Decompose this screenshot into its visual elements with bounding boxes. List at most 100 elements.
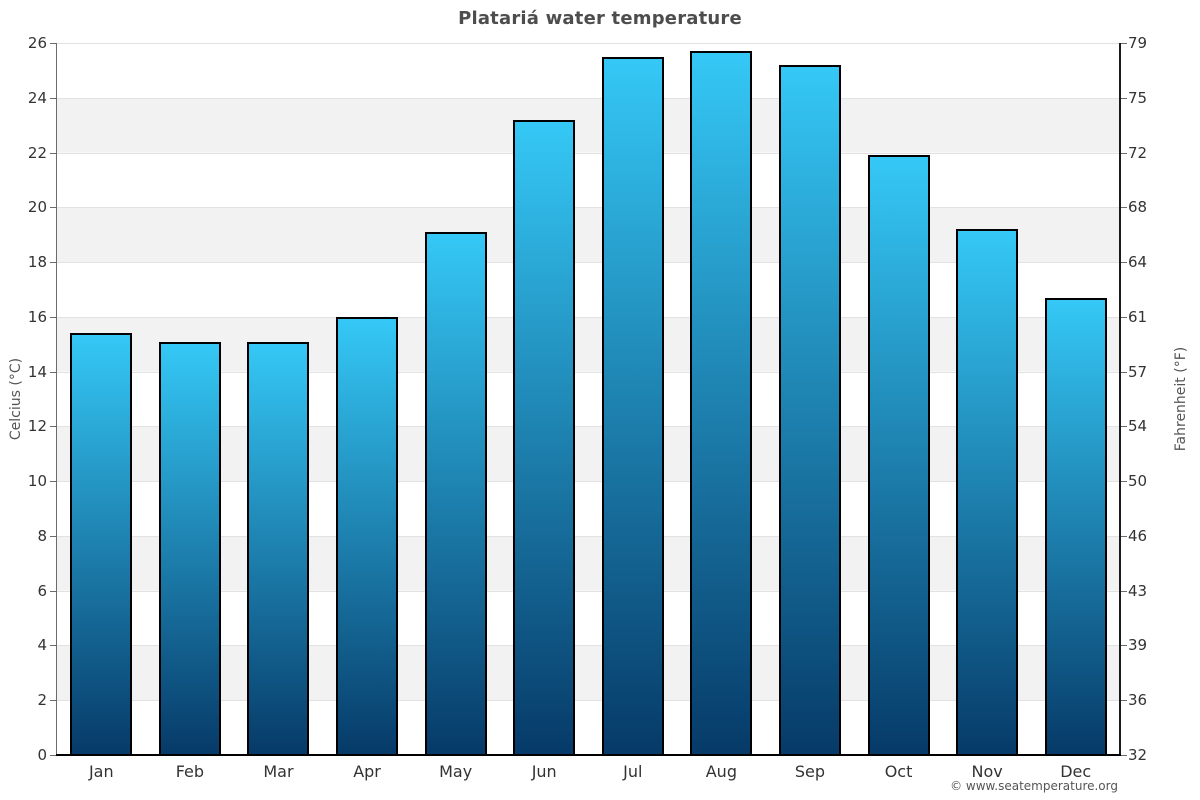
x-axis-line: [56, 754, 1121, 756]
y-tick-label-fahrenheit: 54: [1128, 417, 1148, 436]
gridline: [57, 371, 1120, 373]
bar-aug: [690, 51, 753, 755]
y-axis-tick-left: [50, 97, 56, 99]
y-axis-tick-left: [50, 535, 56, 537]
y-axis-tick-left: [50, 262, 56, 264]
y-tick-label-celsius: 2: [37, 691, 47, 710]
chart-title: Platariá water temperature: [458, 8, 742, 29]
bar-mar: [247, 341, 310, 755]
y-axis-tick-right: [1121, 97, 1127, 99]
y-axis-tick-left: [50, 371, 56, 373]
x-tick-label-oct: Oct: [884, 762, 913, 781]
y-tick-label-celsius: 0: [37, 746, 47, 764]
x-tick-label-dec: Dec: [1060, 762, 1092, 781]
y-axis-tick-right: [1121, 645, 1127, 647]
y-axis-tick-left: [50, 316, 56, 318]
y-tick-label-fahrenheit: 32: [1128, 746, 1148, 764]
gridline: [57, 426, 1120, 428]
y-tick-label-fahrenheit: 75: [1128, 88, 1148, 107]
y-axis-line-left: [56, 43, 57, 755]
y-tick-label-fahrenheit: 68: [1128, 198, 1148, 217]
y-axis-tick-right: [1121, 43, 1127, 44]
x-tick-label-apr: Apr: [353, 762, 381, 781]
y-tick-label-fahrenheit: 39: [1128, 636, 1148, 655]
y-axis-tick-right: [1121, 590, 1127, 592]
x-tick-label-jan: Jan: [88, 762, 114, 781]
gridline: [57, 207, 1120, 209]
y-axis-tick-left: [50, 207, 56, 209]
y-axis-tick-left: [50, 481, 56, 483]
bar-oct: [867, 155, 930, 755]
y-axis-tick-left: [50, 590, 56, 592]
y-tick-label-fahrenheit: 61: [1128, 307, 1148, 326]
gridline: [57, 43, 1120, 44]
y-axis-tick-right: [1121, 481, 1127, 483]
bar-feb: [158, 341, 221, 755]
y-tick-label-celsius: 22: [27, 143, 47, 162]
bar-dec: [1044, 297, 1107, 755]
gridline: [57, 535, 1120, 537]
x-tick-label-feb: Feb: [175, 762, 205, 781]
x-tick-label-sep: Sep: [794, 762, 826, 781]
y-axis-tick-right: [1121, 371, 1127, 373]
y-tick-label-fahrenheit: 36: [1128, 691, 1148, 710]
y-axis-line-right: [1119, 43, 1121, 755]
gridline: [57, 97, 1120, 99]
gridline: [57, 262, 1120, 264]
y-tick-label-celsius: 6: [37, 581, 47, 600]
y-axis-tick-right: [1121, 700, 1127, 702]
plot-area: [57, 43, 1120, 755]
y-axis-tick-left: [50, 700, 56, 702]
y-tick-label-celsius: 20: [27, 198, 47, 217]
y-tick-label-celsius: 26: [27, 34, 47, 52]
y-tick-label-celsius: 12: [27, 417, 47, 436]
bar-jan: [70, 333, 133, 755]
y-axis-tick-right: [1121, 207, 1127, 209]
y-tick-label-fahrenheit: 79: [1128, 34, 1148, 52]
bar-sep: [778, 64, 841, 755]
y-tick-label-celsius: 8: [37, 526, 47, 545]
bar-jun: [513, 119, 576, 755]
gridline: [57, 590, 1120, 592]
x-tick-label-jul: Jul: [623, 762, 643, 781]
y-tick-label-fahrenheit: 46: [1128, 526, 1148, 545]
bar-apr: [336, 316, 399, 755]
y-tick-label-celsius: 18: [27, 253, 47, 272]
y-axis-tick-right: [1121, 535, 1127, 537]
x-tick-label-jun: Jun: [531, 762, 557, 781]
y-axis-tick-right: [1121, 152, 1127, 154]
y-tick-label-celsius: 4: [37, 636, 47, 655]
y-axis-tick-left: [50, 152, 56, 154]
y-axis-tick-left: [50, 43, 56, 44]
y-tick-label-celsius: 14: [27, 362, 47, 381]
y-tick-label-celsius: 16: [27, 307, 47, 326]
y-tick-label-celsius: 24: [27, 88, 47, 107]
y-axis-tick-right: [1121, 262, 1127, 264]
credit-link[interactable]: © www.seatemperature.org: [950, 779, 1118, 793]
gridline: [57, 152, 1120, 154]
bar-may: [424, 231, 487, 755]
y-axis-tick-left: [50, 645, 56, 647]
gridline: [57, 645, 1120, 647]
y-axis-tick-left: [50, 426, 56, 428]
gridline: [57, 316, 1120, 318]
gridline: [57, 481, 1120, 483]
y-tick-label-fahrenheit: 57: [1128, 362, 1148, 381]
y-tick-label-fahrenheit: 64: [1128, 253, 1148, 272]
gridline: [57, 700, 1120, 702]
y-axis-tick-right: [1121, 755, 1127, 756]
x-tick-label-may: May: [439, 762, 473, 781]
x-tick-label-aug: Aug: [705, 762, 737, 781]
bar-jul: [601, 56, 664, 755]
y-tick-label-celsius: 10: [27, 472, 47, 491]
bar-nov: [956, 229, 1019, 755]
y-tick-label-fahrenheit: 43: [1128, 581, 1148, 600]
y-tick-label-fahrenheit: 50: [1128, 472, 1148, 491]
y-axis-tick-right: [1121, 316, 1127, 318]
y-axis-tick-right: [1121, 426, 1127, 428]
x-tick-label-nov: Nov: [971, 762, 1003, 781]
y-tick-label-fahrenheit: 72: [1128, 143, 1148, 162]
y-axis-tick-left: [50, 755, 56, 756]
x-tick-label-mar: Mar: [263, 762, 294, 781]
